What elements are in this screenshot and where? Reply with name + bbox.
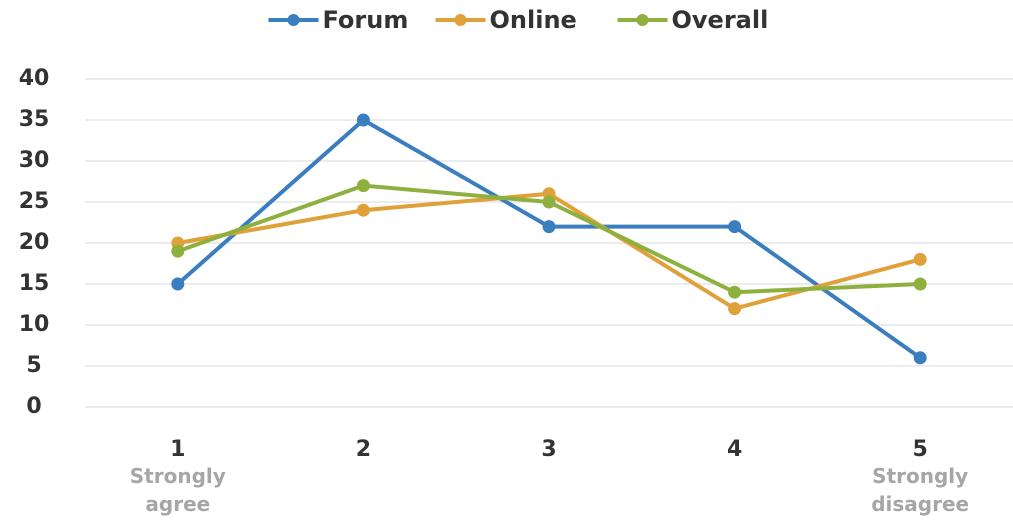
category-note: Strongly disagree [871,464,970,516]
x-tick-label: 5 [913,437,928,462]
point [171,244,185,258]
y-tick-label: 10 [19,312,50,337]
x-tick-label: 2 [356,437,371,462]
category-note: Strongly agree [129,464,226,516]
y-tick-label: 30 [19,148,50,173]
y-tick-label: 40 [19,66,50,91]
y-tick-label: 5 [26,353,41,378]
y-tick-label: 15 [19,271,50,296]
point [356,179,370,193]
point [913,277,927,291]
point [913,351,927,365]
series-line [176,118,922,360]
legend-marker [287,14,300,26]
point [913,252,927,266]
legend-label: Online [490,6,577,34]
legend-marker [636,14,649,26]
legend-marker [454,14,467,26]
y-tick-label: 0 [26,394,41,419]
point [171,277,185,291]
point [356,203,370,217]
point [728,220,742,234]
x-tick-label: 1 [170,437,185,462]
point [542,195,556,209]
y-tick-label: 35 [19,107,50,132]
x-tick-label: 3 [541,437,556,462]
legend-label: Forum [323,6,409,34]
point [542,220,556,234]
x-tick-label: 4 [727,437,742,462]
legend-label: Overall [672,6,769,34]
point [728,285,742,299]
y-tick-label: 20 [19,230,50,255]
point [356,113,370,127]
point [728,302,742,316]
y-tick-label: 25 [19,189,50,214]
